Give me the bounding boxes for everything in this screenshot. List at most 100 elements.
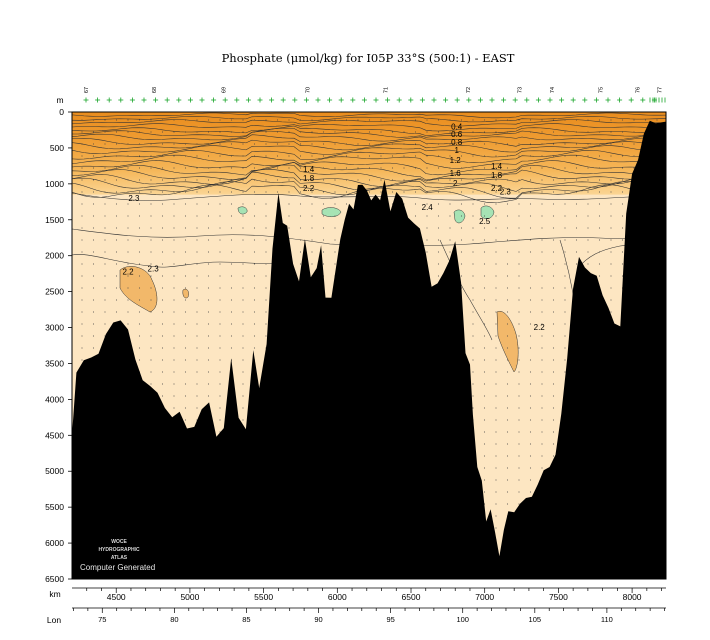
watermark-line-1: WOCE	[111, 539, 127, 545]
depth-tick-label: 4000	[45, 394, 64, 404]
orange-lens-east	[496, 310, 519, 373]
depth-tick-label: 1500	[45, 215, 64, 225]
contour-label: 1.8	[303, 174, 315, 183]
contour-label: 2.2	[303, 184, 315, 193]
km-tick-label: 5000	[180, 592, 199, 602]
km-tick-label: 8000	[623, 592, 642, 602]
depth-tick-label: 2000	[45, 251, 64, 261]
bathymetry-seafloor	[72, 112, 666, 579]
depth-tick-label: 6000	[45, 538, 64, 548]
contour-line	[72, 162, 666, 181]
km-tick-label: 7000	[475, 592, 494, 602]
depth-tick-label: 3000	[45, 323, 64, 333]
contour-label: 1.2	[450, 156, 462, 165]
station-number-label: 75	[599, 87, 605, 93]
contour-line	[72, 254, 291, 268]
contour-line	[72, 127, 666, 138]
station-number-label: 72	[466, 87, 472, 93]
contour-label: 2.4	[422, 203, 434, 212]
contour-label: 2.4	[627, 240, 639, 249]
contour-label: 1.6	[450, 169, 462, 178]
orange-lens-small	[182, 288, 189, 299]
woce-atlas-watermark: WOCE HYDROGRAPHIC ATLAS	[98, 539, 140, 561]
contour-line	[72, 139, 666, 153]
contour-label: 2	[453, 179, 458, 188]
contour-line	[72, 145, 666, 158]
contour-line	[72, 178, 666, 199]
depth-tick-label: 2500	[45, 287, 64, 297]
lon-tick-label: 95	[386, 615, 394, 624]
lon-tick-label: 90	[314, 615, 322, 624]
station-number-label: 68	[152, 87, 158, 93]
km-tick-label: 6000	[328, 592, 347, 602]
contour-label: 2.2	[491, 184, 503, 193]
contour-line	[72, 164, 666, 182]
section-plot-area	[72, 112, 666, 579]
station-number-label: 77	[658, 87, 664, 93]
contour-label: 2.3	[128, 194, 140, 203]
station-number-label: 67	[84, 87, 90, 93]
contour-label: 1.8	[491, 171, 503, 180]
depth-tick-label: 5500	[45, 502, 64, 512]
contour-label: 2.2	[122, 268, 134, 277]
orange-lens-west	[119, 266, 158, 313]
distance-unit-label: km	[49, 589, 60, 599]
km-tick-label: 6500	[402, 592, 421, 602]
computer-generated-credit: Computer Generated	[80, 563, 155, 572]
contour-line	[72, 154, 666, 169]
depth-unit-label: m	[56, 95, 63, 105]
contour-label: 1.4	[491, 162, 503, 171]
contour-line	[72, 116, 666, 123]
contour-label: 2.5	[479, 217, 491, 226]
lon-tick-label: 75	[98, 615, 106, 624]
lon-tick-label: 100	[456, 615, 469, 624]
contour-line	[72, 184, 666, 203]
contour-line	[72, 150, 666, 163]
watermark-line-2: HYDROGRAPHIC	[98, 547, 140, 553]
km-tick-label: 5500	[254, 592, 273, 602]
contour-line	[72, 160, 666, 176]
chart-title: Phosphate (μmol/kg) for I05P 33°S (500:1…	[222, 51, 515, 65]
lon-tick-label: 110	[601, 615, 613, 624]
station-number-label: 70	[305, 87, 311, 93]
station-number-label: 69	[221, 87, 227, 93]
contour-line	[72, 130, 666, 142]
km-tick-label: 7500	[549, 592, 568, 602]
station-number-label: 71	[383, 87, 389, 93]
contour-label: 2.3	[148, 265, 160, 274]
contour-label: 1	[454, 146, 459, 155]
depth-tick-label: 5000	[45, 466, 64, 476]
depth-tick-label: 4500	[45, 430, 64, 440]
contour-line	[72, 119, 666, 127]
contour-label: 2.3	[500, 188, 512, 197]
depth-tick-label: 6500	[45, 574, 64, 584]
contour-line	[72, 169, 666, 187]
green-lens-2	[321, 207, 342, 217]
depth-tick-label: 500	[50, 143, 64, 153]
depth-tick-label: 1000	[45, 179, 64, 189]
station-number-label: 73	[518, 87, 524, 93]
contour-label: 0.4	[451, 122, 463, 131]
contour-line	[72, 125, 666, 136]
depth-tick-label: 0	[59, 107, 64, 117]
contour-line	[72, 134, 666, 147]
plot-frame	[71, 111, 667, 580]
lon-tick-label: 80	[170, 615, 178, 624]
contour-label: 0.8	[451, 138, 463, 147]
watermark-line-3: ATLAS	[111, 555, 128, 561]
contour-label: 0.6	[451, 130, 463, 139]
contour-line	[72, 123, 666, 132]
contour-line	[72, 112, 666, 119]
contour-label: 1.4	[303, 165, 315, 174]
contour-label: 2.2	[534, 323, 546, 332]
green-lens-3	[453, 209, 466, 224]
lon-tick-label: 105	[529, 615, 542, 624]
km-tick-label: 4500	[107, 592, 126, 602]
station-number-label: 74	[550, 87, 556, 93]
station-number-label: 76	[635, 87, 641, 93]
green-lens-1	[237, 206, 248, 215]
lon-tick-label: 85	[242, 615, 250, 624]
lon-axis-label: Lon	[47, 615, 61, 625]
depth-tick-label: 3500	[45, 358, 64, 368]
